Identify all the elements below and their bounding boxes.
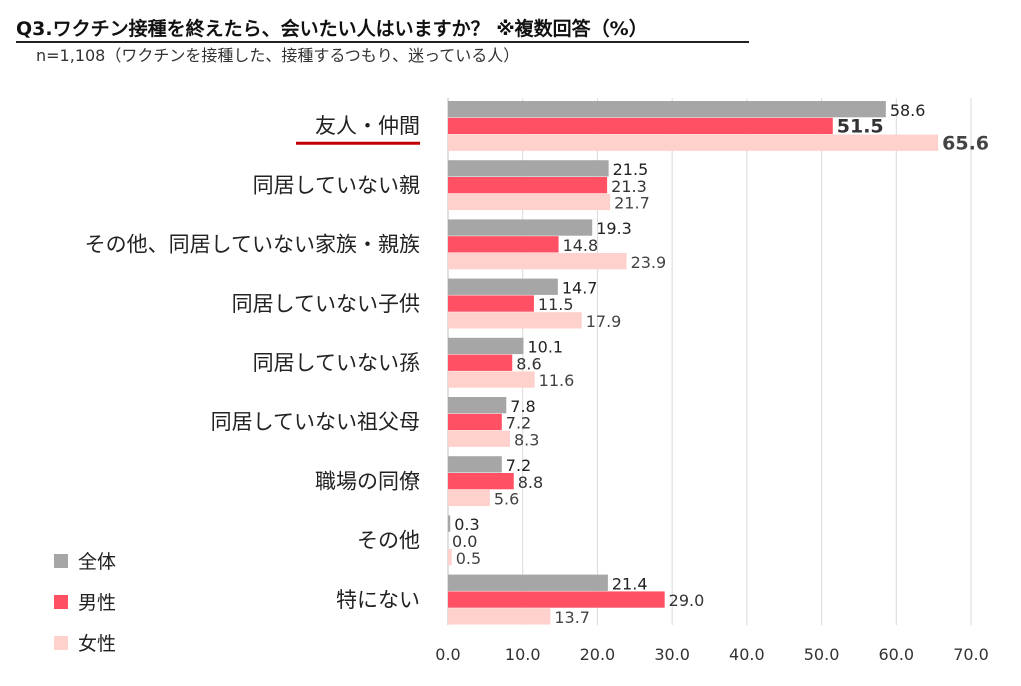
x-tick-label: 30.0 <box>654 645 690 664</box>
bar <box>448 219 593 236</box>
bar <box>448 193 611 211</box>
category-label: 同居していない子供 <box>232 292 420 316</box>
legend-item-all: 全体 <box>54 540 116 581</box>
data-label: 0.0 <box>452 532 477 551</box>
legend-swatch-male <box>54 594 68 609</box>
chart-subtitle: n=1,108（ワクチンを接種した、接種するつもり、迷っている人） <box>36 46 520 65</box>
x-tick-label: 60.0 <box>878 645 914 664</box>
bar <box>448 515 451 532</box>
x-tick-label: 40.0 <box>729 645 765 664</box>
data-label: 0.3 <box>454 515 479 534</box>
data-label: 29.0 <box>669 591 705 610</box>
category-label: 友人・仲間 <box>315 114 420 138</box>
category-label: 同居していない祖父母 <box>211 410 420 434</box>
data-label: 17.9 <box>586 312 622 331</box>
bar <box>448 160 609 177</box>
bar <box>448 117 833 135</box>
data-label: 23.9 <box>631 253 667 272</box>
data-label: 51.5 <box>837 116 884 138</box>
legend-label-female: 女性 <box>78 633 117 655</box>
data-label: 5.6 <box>494 490 519 509</box>
chart-title: Q3.ワクチン接種を終えたら、会いたい人はいますか？ ※複数回答（%） <box>16 18 648 40</box>
bar <box>448 549 452 566</box>
bar <box>448 608 551 625</box>
data-label: 14.7 <box>562 278 598 297</box>
data-label: 10.1 <box>527 338 563 357</box>
bar <box>448 177 608 194</box>
bar <box>448 430 511 447</box>
bar <box>448 489 490 507</box>
bar <box>448 295 534 312</box>
x-tick-label: 20.0 <box>580 645 616 664</box>
data-label: 7.8 <box>510 397 535 416</box>
bar <box>448 413 502 431</box>
x-tick-label: 0.0 <box>435 645 460 664</box>
bar <box>448 354 513 371</box>
legend-item-male: 男性 <box>54 581 116 622</box>
data-label: 58.6 <box>890 101 926 120</box>
bar <box>448 456 502 473</box>
title-underline <box>16 41 749 43</box>
bar <box>448 134 939 151</box>
bar <box>448 397 507 414</box>
data-label: 13.7 <box>554 608 590 627</box>
legend-item-female: 女性 <box>54 622 116 663</box>
data-label: 21.4 <box>612 574 648 593</box>
data-label: 65.6 <box>942 132 989 154</box>
legend: 全体 男性 女性 <box>54 540 116 663</box>
category-label: その他、同居していない家族・親族 <box>85 233 420 257</box>
data-label: 11.5 <box>538 295 574 314</box>
data-label: 21.5 <box>613 160 649 179</box>
legend-label-all: 全体 <box>78 551 117 573</box>
data-label: 14.8 <box>563 236 599 255</box>
legend-label-male: 男性 <box>78 592 117 614</box>
legend-swatch-all <box>54 553 68 568</box>
bar <box>448 253 627 270</box>
category-label: その他 <box>357 529 420 553</box>
x-tick-label: 50.0 <box>804 645 840 664</box>
data-label: 7.2 <box>506 414 531 433</box>
data-label: 19.3 <box>596 219 632 238</box>
category-label: 特にない <box>336 588 420 612</box>
bar <box>448 371 535 388</box>
bar <box>448 337 524 355</box>
bar <box>448 312 582 329</box>
category-label: 職場の同僚 <box>315 469 420 493</box>
data-label: 21.3 <box>611 177 647 196</box>
category-label: 同居していない孫 <box>253 351 420 375</box>
bar <box>448 591 665 608</box>
data-label: 8.3 <box>514 430 539 449</box>
x-tick-label: 10.0 <box>505 645 541 664</box>
legend-swatch-female <box>54 635 68 650</box>
bar <box>448 101 886 118</box>
bar <box>448 574 608 591</box>
bar <box>448 236 559 253</box>
bar <box>448 473 514 490</box>
bar <box>448 278 558 295</box>
data-label: 7.2 <box>506 456 531 475</box>
data-label: 0.5 <box>456 549 481 568</box>
category-label: 同居していない親 <box>253 173 420 197</box>
x-tick-label: 70.0 <box>953 645 989 664</box>
data-label: 11.6 <box>539 371 575 390</box>
data-label: 8.8 <box>518 473 543 492</box>
data-label: 8.6 <box>516 354 541 373</box>
data-label: 21.7 <box>614 194 650 213</box>
